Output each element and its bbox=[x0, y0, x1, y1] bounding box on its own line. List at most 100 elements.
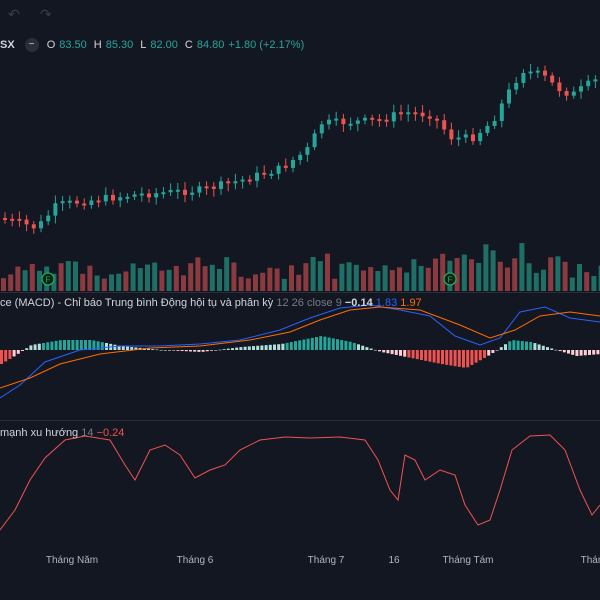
volume-bar bbox=[541, 269, 546, 291]
volume-bar bbox=[238, 276, 244, 291]
candle-body bbox=[211, 186, 216, 189]
macd-histogram-bar bbox=[428, 350, 432, 362]
volume-bar bbox=[375, 271, 381, 291]
macd-histogram-bar bbox=[315, 337, 318, 350]
macd-histogram-bar bbox=[252, 346, 255, 350]
candle-body bbox=[528, 71, 533, 74]
candle-body bbox=[255, 172, 259, 181]
candle-body bbox=[586, 80, 591, 87]
volume-bar bbox=[469, 259, 474, 291]
macd-histogram-bar bbox=[201, 350, 205, 352]
candle-body bbox=[10, 218, 15, 221]
macd-histogram-bar bbox=[390, 350, 394, 355]
macd-histogram-bar bbox=[16, 350, 20, 354]
macd-histogram-bar bbox=[58, 340, 62, 350]
macd-histogram-bar bbox=[193, 350, 197, 352]
candle-body bbox=[53, 203, 58, 216]
minus-icon[interactable]: − bbox=[24, 38, 39, 52]
macd-histogram-bar bbox=[554, 349, 558, 351]
volume-bar bbox=[209, 264, 215, 291]
macd-histogram-bar bbox=[348, 341, 352, 350]
volume-bar bbox=[8, 274, 14, 291]
volume-bar bbox=[101, 278, 107, 291]
macd-histogram-bar bbox=[151, 349, 155, 350]
candle-body bbox=[471, 134, 475, 142]
macd-histogram-bar bbox=[453, 350, 457, 367]
signal-line bbox=[0, 306, 600, 389]
candle-body bbox=[535, 70, 540, 73]
volume-bar bbox=[548, 257, 554, 291]
volume-bar bbox=[346, 262, 352, 291]
volume-bar bbox=[397, 267, 402, 291]
candle-body bbox=[67, 200, 72, 203]
candle-body bbox=[111, 194, 115, 201]
volume-bar bbox=[505, 267, 510, 291]
volume-bar bbox=[65, 261, 71, 291]
volume-bar bbox=[569, 277, 575, 291]
macd-histogram-bar bbox=[126, 346, 129, 350]
macd-histogram-bar bbox=[12, 350, 16, 357]
candle-body bbox=[406, 112, 411, 115]
dmi-params: 14 bbox=[81, 427, 94, 439]
time-axis[interactable]: Tháng Năm Tháng 6 Tháng 7 16 Tháng Tám T… bbox=[0, 548, 600, 572]
volume-bar bbox=[137, 268, 143, 291]
macd-histogram-bar bbox=[268, 344, 272, 350]
candle-body bbox=[132, 194, 137, 197]
macd-name: ce (MACD) - Chỉ báo Trung bình Động hội … bbox=[0, 297, 274, 309]
volume-bar bbox=[404, 272, 410, 291]
macd-histogram-bar bbox=[588, 350, 591, 355]
volume-bar bbox=[584, 272, 590, 291]
macd-histogram-bar bbox=[525, 341, 528, 350]
macd-histogram-bar bbox=[478, 350, 482, 361]
low-value: 82.00 bbox=[150, 39, 178, 51]
macd-line-value: 1.83 bbox=[375, 297, 398, 309]
macd-histogram-bar bbox=[0, 350, 3, 364]
candle-body bbox=[449, 129, 454, 140]
close-label: C bbox=[184, 39, 193, 51]
symbol-name[interactable]: SX bbox=[0, 39, 15, 51]
volume-bar bbox=[382, 265, 388, 291]
macd-histogram-bar bbox=[176, 350, 180, 351]
volume-bar bbox=[303, 263, 309, 291]
close-value: 84.80 bbox=[196, 39, 225, 51]
volume-bar bbox=[317, 261, 323, 291]
earnings-marker bbox=[41, 272, 55, 286]
candle-body bbox=[96, 200, 101, 203]
macd-legend[interactable]: ce (MACD) - Chỉ báo Trung bình Động hội … bbox=[0, 297, 422, 309]
macd-histogram-bar bbox=[8, 350, 12, 359]
volume-bar bbox=[411, 259, 417, 291]
macd-histogram-bar bbox=[449, 350, 453, 366]
volume-bar bbox=[562, 261, 568, 291]
macd-histogram-bar bbox=[558, 350, 562, 352]
time-axis-label: Thán bbox=[580, 555, 600, 566]
volume-bar bbox=[166, 269, 172, 291]
candle-body bbox=[413, 112, 418, 115]
dmi-legend[interactable]: mạnh xu hướng 14 −0.24 bbox=[0, 427, 124, 439]
volume-bar bbox=[591, 275, 597, 291]
candle-body bbox=[204, 186, 209, 189]
candle-body bbox=[377, 119, 382, 122]
macd-histogram-bar bbox=[285, 342, 289, 350]
undo-icon[interactable]: ↶ bbox=[8, 6, 20, 22]
redo-icon[interactable]: ↷ bbox=[40, 6, 52, 22]
macd-histogram-bar bbox=[436, 350, 440, 364]
pane-separator-main[interactable] bbox=[0, 292, 600, 293]
macd-histogram-bar bbox=[579, 350, 583, 356]
macd-histogram-bar bbox=[331, 338, 335, 350]
macd-histogram-bar bbox=[21, 350, 24, 351]
macd-histogram-bar bbox=[529, 341, 533, 350]
volume-bar bbox=[260, 272, 266, 291]
macd-histogram-bar bbox=[445, 350, 449, 365]
volume-bar bbox=[80, 273, 86, 291]
macd-histogram-bar bbox=[365, 347, 369, 350]
candle-body bbox=[183, 189, 187, 195]
macd-histogram-bar bbox=[462, 350, 465, 368]
time-axis-label: Tháng Năm bbox=[45, 555, 99, 566]
candle-body bbox=[550, 75, 555, 83]
volume-bar bbox=[152, 262, 158, 291]
macd-histogram-bar bbox=[92, 340, 96, 350]
macd-histogram-bar bbox=[474, 350, 478, 363]
pane-separator-macd[interactable] bbox=[0, 420, 600, 421]
macd-histogram-bar bbox=[273, 344, 276, 350]
